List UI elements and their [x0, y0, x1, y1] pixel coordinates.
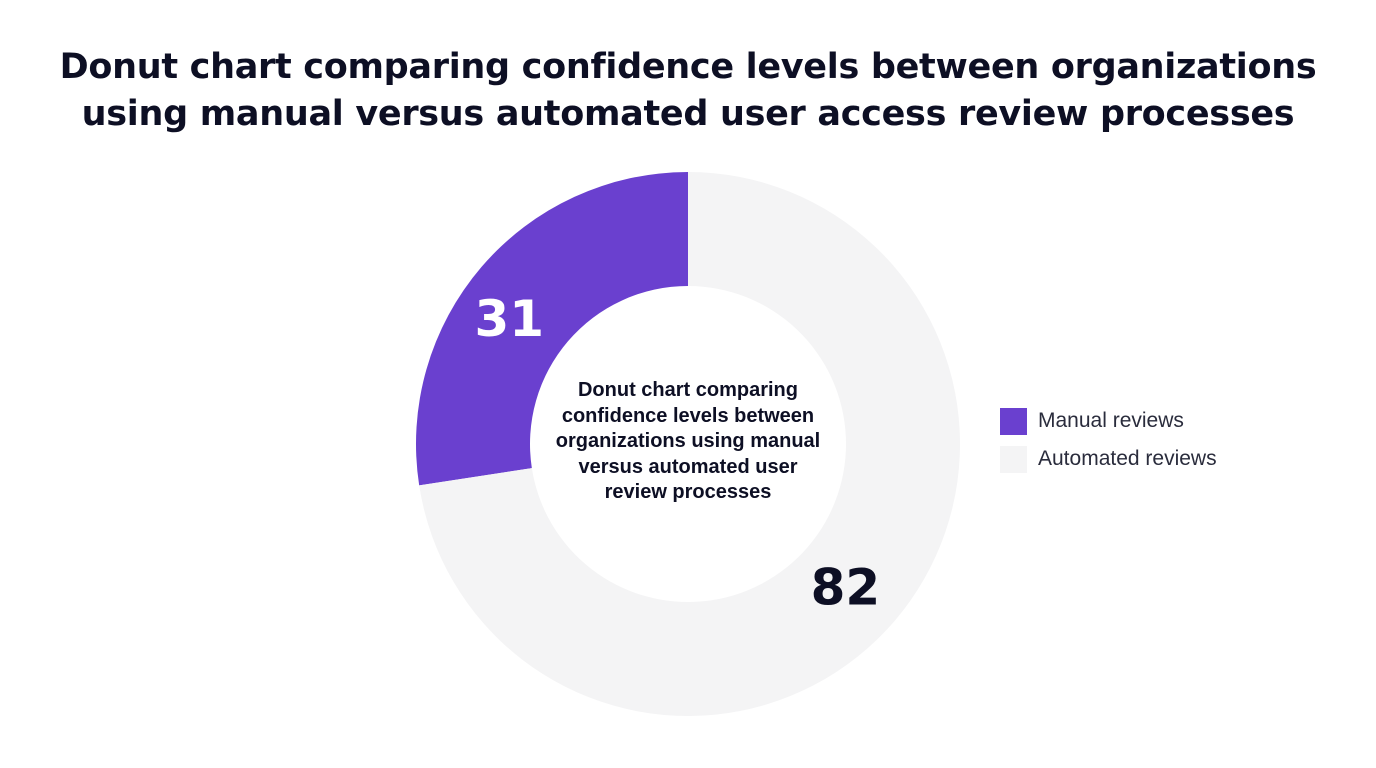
- center-label-line-3: organizations using manual: [555, 430, 821, 452]
- legend-swatch-manual: [1000, 407, 1027, 435]
- data-label-manual: 31: [474, 290, 544, 348]
- legend-label-automated: Automated reviews: [1038, 447, 1217, 470]
- center-label-line-4: versus automated user: [578, 455, 798, 478]
- chart-title: Donut chart comparing confidence levels …: [40, 44, 1336, 138]
- data-label-automated: 82: [811, 558, 881, 616]
- legend-label-manual: Manual reviews: [1038, 409, 1184, 432]
- center-label-line-1: Donut chart comparing: [577, 379, 798, 401]
- chart-title-line-1: Donut chart comparing confidence levels …: [59, 47, 1317, 87]
- donut-center-label: Donut chart comparing confidence levels …: [538, 378, 838, 506]
- chart-legend: Manual reviews Automated reviews: [1000, 406, 1217, 482]
- legend-item-automated: Automated reviews: [1000, 444, 1217, 474]
- donut-slice-automated: [419, 172, 961, 716]
- legend-item-manual: Manual reviews: [1000, 406, 1217, 436]
- center-label-line-5: review processes: [604, 481, 772, 503]
- chart-title-line-2: using manual versus automated user acces…: [81, 94, 1295, 134]
- legend-swatch-automated: [1000, 445, 1027, 473]
- donut-slice-manual: [415, 172, 688, 486]
- center-label-line-2: confidence levels between: [561, 404, 815, 427]
